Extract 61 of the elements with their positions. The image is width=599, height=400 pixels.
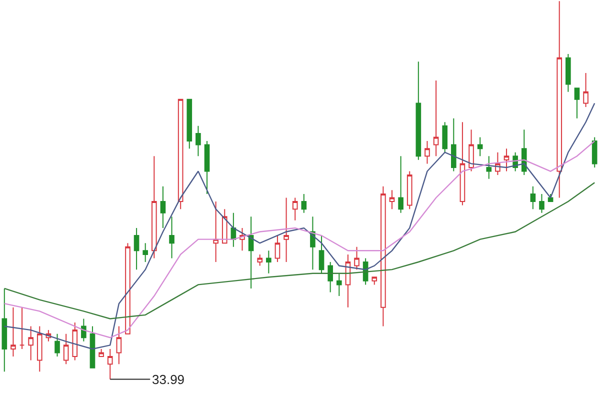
candlestick [90, 326, 96, 368]
candlestick [389, 190, 395, 210]
candlestick [292, 197, 298, 221]
candlestick [230, 212, 236, 248]
candlestick [424, 140, 430, 164]
candlestick [186, 98, 192, 150]
candlestick [504, 148, 510, 172]
candlestick [574, 88, 580, 119]
candlestick [63, 333, 69, 365]
candlestick [169, 216, 174, 259]
candlestick [592, 136, 598, 168]
candlestick [98, 348, 104, 358]
candlestick [530, 186, 536, 210]
candlestick [301, 193, 307, 214]
candlestick [152, 156, 157, 259]
candlestick [160, 186, 166, 228]
candlestick [19, 306, 25, 350]
candlestick [372, 276, 378, 286]
candlestick [116, 326, 122, 365]
candlestick [583, 72, 588, 108]
candlestick [354, 246, 360, 270]
candlestick [36, 326, 42, 372]
candlestick [204, 140, 210, 194]
candlestick [28, 326, 34, 361]
candlestick [125, 242, 130, 334]
candlestick [318, 235, 324, 274]
candlestick [442, 122, 448, 153]
candlestick [248, 216, 254, 289]
candlestick [142, 242, 148, 262]
candlestick [495, 152, 500, 176]
candlestick [486, 156, 492, 180]
candlestick [81, 318, 86, 342]
candlestick [274, 235, 280, 262]
candlestick [257, 254, 263, 266]
candlestick [468, 129, 474, 172]
candlestick [196, 125, 201, 157]
candlestick [566, 54, 571, 92]
candlestick [178, 98, 184, 210]
candlestick [380, 186, 386, 327]
candlestick [222, 208, 228, 244]
candlestick [477, 136, 483, 157]
candlestick [433, 80, 439, 157]
candlestick [213, 201, 218, 262]
annotation: 33.99 [152, 372, 185, 387]
candlestick [284, 197, 289, 262]
candlestick [336, 272, 342, 297]
candlestick [107, 348, 113, 380]
candlestick [72, 322, 78, 361]
candlestick [460, 122, 466, 206]
candlestick [10, 306, 16, 358]
candlestick [398, 156, 404, 214]
candlestick [406, 170, 412, 210]
candlestick [416, 61, 422, 160]
candlestick [54, 333, 60, 358]
candlestick [266, 250, 272, 274]
candlestick [539, 193, 544, 214]
candlestick [328, 262, 333, 293]
candlestick [2, 288, 8, 372]
candlestick [345, 254, 351, 308]
candlestick [451, 118, 456, 172]
candlestick [134, 227, 140, 270]
